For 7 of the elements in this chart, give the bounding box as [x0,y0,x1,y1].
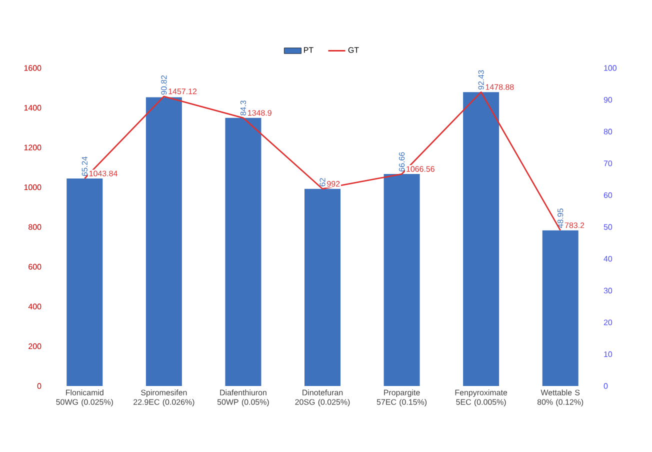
bar [66,178,103,386]
bar [463,92,500,386]
bar [304,188,340,386]
bar [146,97,182,386]
bar [225,118,262,386]
bar [384,174,420,386]
bar [542,230,578,386]
